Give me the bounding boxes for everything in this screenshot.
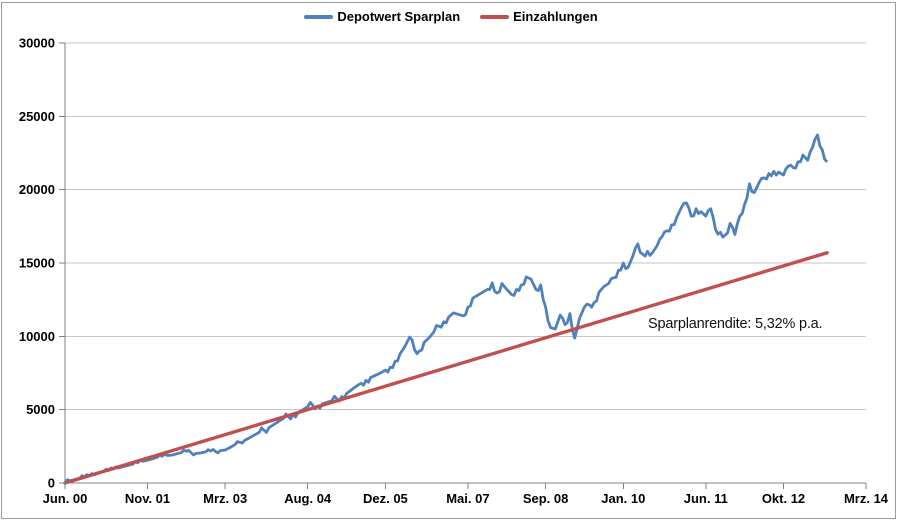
legend-label-einzahlungen: Einzahlungen (513, 9, 598, 24)
legend-line-icon-depotwert (304, 14, 334, 19)
svg-text:Nov. 01: Nov. 01 (125, 491, 170, 506)
svg-text:Aug. 04: Aug. 04 (284, 491, 332, 506)
svg-text:30000: 30000 (19, 36, 55, 51)
legend-item-einzahlungen: Einzahlungen (480, 10, 598, 23)
svg-text:0: 0 (48, 476, 55, 491)
svg-text:Jun. 00: Jun. 00 (43, 491, 88, 506)
chart-legend: Depotwert Sparplan Einzahlungen (0, 10, 902, 23)
svg-text:20000: 20000 (19, 182, 55, 197)
svg-text:15000: 15000 (19, 256, 55, 271)
svg-text:Jun. 11: Jun. 11 (684, 491, 728, 506)
legend-line-icon-einzahlungen (480, 14, 510, 19)
svg-text:Sep. 08: Sep. 08 (523, 491, 569, 506)
svg-text:Mrz. 03: Mrz. 03 (203, 491, 247, 506)
svg-text:Jan. 10: Jan. 10 (601, 491, 645, 506)
svg-text:Mrz. 14: Mrz. 14 (844, 491, 889, 506)
svg-text:10000: 10000 (19, 329, 55, 344)
svg-text:Okt. 12: Okt. 12 (762, 491, 805, 506)
svg-text:Mai. 07: Mai. 07 (446, 491, 489, 506)
svg-text:25000: 25000 (19, 109, 55, 124)
chart-frame (1, 2, 896, 519)
svg-text:Dez. 05: Dez. 05 (363, 491, 408, 506)
annotation-sparplanrendite: Sparplanrendite: 5,32% p.a. (648, 316, 823, 332)
legend-item-depotwert: Depotwert Sparplan (304, 10, 460, 23)
svg-text:5000: 5000 (26, 402, 55, 417)
legend-label-depotwert: Depotwert Sparplan (337, 9, 461, 24)
